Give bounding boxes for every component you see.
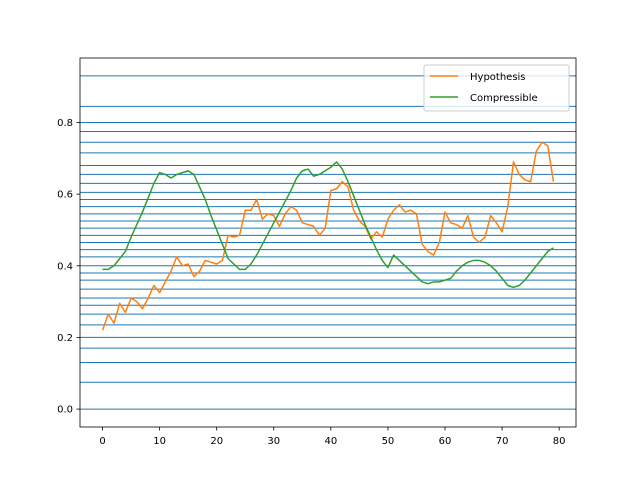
legend-label-compressible: Compressible bbox=[470, 93, 538, 104]
y-tick-label: 0.6 bbox=[57, 190, 73, 201]
x-tick-label: 80 bbox=[553, 436, 566, 447]
x-tick-label: 50 bbox=[382, 436, 395, 447]
x-tick-label: 30 bbox=[267, 436, 280, 447]
y-axis: 0.0 0.2 0.4 0.6 0.8 bbox=[57, 118, 80, 416]
x-tick-label: 70 bbox=[496, 436, 509, 447]
y-tick-label: 0.4 bbox=[57, 261, 73, 272]
x-axis: 0 10 20 30 40 50 60 70 80 bbox=[99, 427, 566, 447]
y-tick-label: 0.0 bbox=[57, 405, 73, 416]
y-tick-label: 0.8 bbox=[57, 118, 73, 129]
series-line-compressible bbox=[102, 161, 554, 289]
legend-label-hypothesis: Hypothesis bbox=[470, 72, 526, 83]
y-tick-label: 0.2 bbox=[57, 333, 73, 344]
x-tick-label: 0 bbox=[99, 436, 105, 447]
x-tick-label: 40 bbox=[324, 436, 337, 447]
plot-area-frame bbox=[79, 57, 577, 428]
x-tick-label: 10 bbox=[153, 436, 166, 447]
legend: Hypothesis Compressible bbox=[423, 64, 570, 112]
legend-box bbox=[423, 64, 570, 112]
series-lines bbox=[101, 141, 555, 331]
series-line-hypothesis bbox=[101, 141, 555, 331]
x-tick-label: 20 bbox=[210, 436, 223, 447]
x-tick-label: 60 bbox=[439, 436, 452, 447]
horizontal-reference-lines bbox=[80, 75, 576, 410]
